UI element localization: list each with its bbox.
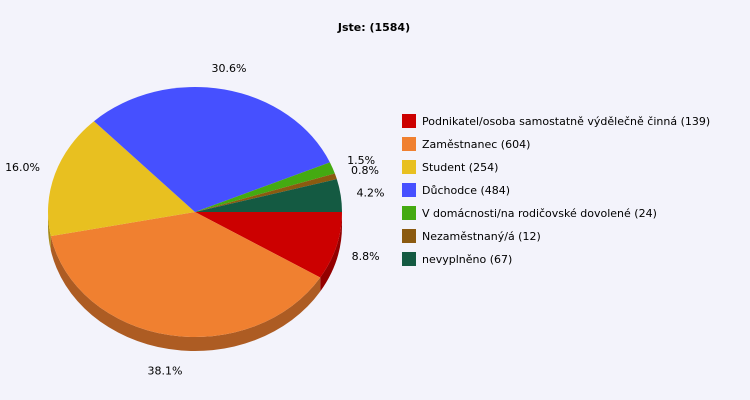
- legend-swatch: [402, 206, 416, 220]
- pie-slice-nevyplneno: [195, 179, 342, 212]
- legend-label: Podnikatel/osoba samostatně výdělečně či…: [422, 115, 710, 128]
- pie-slice-podnikatel-osoba-samostatne-vydelecne-cinna: [195, 212, 342, 278]
- legend-item-nezamestnany-a: Nezaměstnaný/á (12): [402, 229, 541, 243]
- legend-swatch: [402, 114, 416, 128]
- pie-label-student: 16.0%: [5, 161, 40, 174]
- pie-slice-student: [47, 121, 195, 237]
- chart-title: Jste: (1584): [337, 21, 410, 34]
- pie-label-nevyplneno: 4.2%: [357, 187, 385, 200]
- pie-label-podnikatel-osoba-samostatne-vydelecne-cinna: 8.8%: [352, 250, 380, 263]
- legend-label: Student (254): [422, 161, 498, 174]
- legend-label: nevyplněno (67): [422, 253, 512, 266]
- legend-swatch: [402, 252, 416, 266]
- legend-label: Důchodce (484): [422, 184, 510, 197]
- pie-percent-labels: 8.8% 38.1% 16.0% 30.6% 1.5%0.8% 4.2%: [5, 62, 384, 377]
- pie-depth-podnikatel-osoba-samostatne-vydelecne-cinna: [320, 212, 342, 292]
- pie-slice-v-domacnosti-na-rodicovske-dovolene: [195, 162, 335, 212]
- legend-item-podnikatel-osoba-samostatne-vydelecne-cinna: Podnikatel/osoba samostatně výdělečně či…: [402, 114, 710, 128]
- pie-label-nezamestnany-a: 0.8%: [351, 164, 379, 177]
- pie-label-duchodce: 30.6%: [211, 62, 246, 75]
- legend-swatch: [402, 229, 416, 243]
- legend-swatch: [402, 183, 416, 197]
- pie-slice-duchodce: [93, 87, 330, 212]
- pie-slice-zamestnanec: [50, 212, 321, 338]
- pie-label-v-domacnosti-na-rodicovske-dovolene: 1.5%: [347, 154, 375, 167]
- legend-item-nevyplneno: nevyplněno (67): [402, 252, 512, 266]
- pie-label-zamestnanec: 38.1%: [148, 364, 183, 377]
- pie-depth-zamestnanec: [50, 236, 321, 351]
- legend: Podnikatel/osoba samostatně výdělečně či…: [402, 114, 710, 266]
- legend-item-student: Student (254): [402, 160, 498, 174]
- pie-depth: [48, 212, 342, 351]
- legend-label: V domácnosti/na rodičovské dovolené (24): [422, 207, 657, 220]
- pie-slice-nezamestnany-a: [195, 173, 337, 212]
- legend-item-duchodce: Důchodce (484): [402, 183, 510, 197]
- legend-label: Nezaměstnaný/á (12): [422, 230, 541, 243]
- legend-item-zamestnanec: Zaměstnanec (604): [402, 137, 530, 151]
- pie-slices: [47, 87, 342, 338]
- pie-depth-student: [48, 212, 51, 251]
- legend-swatch: [402, 137, 416, 151]
- legend-item-v-domacnosti-na-rodicovske-dovolene: V domácnosti/na rodičovské dovolené (24): [402, 206, 657, 220]
- legend-swatch: [402, 160, 416, 174]
- legend-label: Zaměstnanec (604): [422, 138, 530, 151]
